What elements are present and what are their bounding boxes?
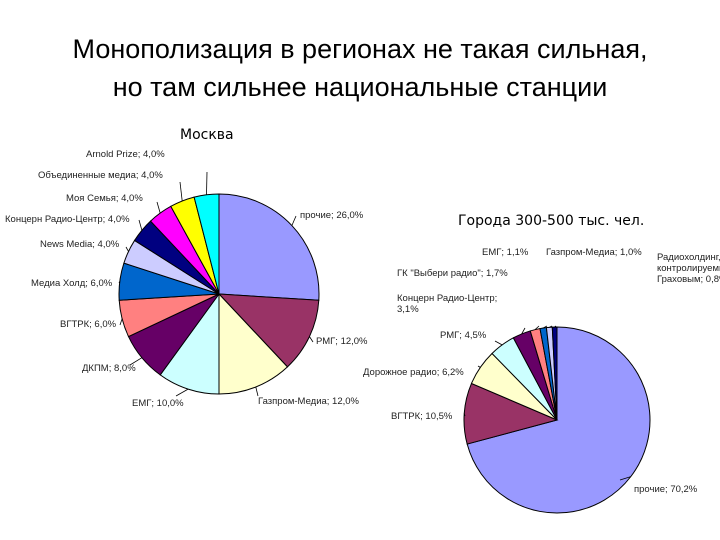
cities-leader-line-3 (494, 340, 503, 346)
cities-leader-line-2 (477, 365, 481, 368)
moscow-slice-label-8: Концерн Радио-Центр; 4,0% (5, 214, 130, 225)
cities-leader-line-8 (554, 325, 557, 328)
moscow-pie-slice-0 (218, 193, 320, 301)
moscow-leader-line-5 (119, 318, 123, 326)
moscow-chart-title: Москва (180, 127, 234, 143)
moscow-slice-label-5: ВГТРК; 6,0% (60, 319, 117, 330)
moscow-leader-line-2 (255, 386, 259, 397)
moscow-slice-label-10: Объединенные медиа; 4,0% (38, 170, 163, 181)
cities-slice-label-5: ГК "Выбери радио"; 1,7% (397, 268, 508, 279)
moscow-leader-line-7 (125, 246, 129, 252)
moscow-leader-line-6 (118, 281, 121, 284)
cities-slice-label-3: РМГ; 4,5% (440, 330, 487, 341)
moscow-pie-slice-2 (218, 292, 289, 395)
moscow-slice-label-2: Газпром-Медиа; 12,0% (258, 396, 360, 407)
cities-slice-label-0: прочие; 70,2% (634, 484, 698, 495)
cities-leader-line-0 (619, 476, 631, 481)
moscow-slice-label-9: Моя Семья; 4,0% (66, 193, 143, 204)
cities-slice-label-2: Дорожное радио; 6,2% (363, 367, 464, 378)
moscow-slice-label-3: ЕМГ; 10,0% (132, 398, 184, 409)
cities-leader-line-1 (463, 413, 466, 417)
moscow-slice-label-1: РМГ; 12,0% (316, 336, 368, 347)
moscow-leader-line-11 (206, 171, 208, 195)
cities-slice-label-1: ВГТРК; 10,5% (391, 411, 453, 422)
moscow-leader-line-9 (156, 201, 161, 214)
cities-chart-title: Города 300-500 тыс. чел. (458, 213, 645, 229)
slide-title: Монополизация в регионах не такая сильна… (0, 30, 720, 106)
cities-leader-line-6 (543, 325, 548, 329)
moscow-leader-line-4 (129, 357, 143, 366)
moscow-leader-line-1 (309, 336, 314, 343)
moscow-leader-line-0 (291, 215, 297, 226)
cities-slice-label-8: Радиохолдинг,контролируемый Н.Граховым; … (657, 252, 720, 285)
cities-leader-line-7 (549, 325, 553, 328)
slide-title-line1: Монополизация в регионах не такая сильна… (72, 34, 648, 64)
moscow-slice-label-0: прочие; 26,0% (300, 210, 364, 221)
moscow-slice-label-4: ДКПМ; 8,0% (82, 363, 136, 374)
moscow-slice-label-11: Arnold Prize; 4,0% (86, 149, 165, 160)
moscow-slice-label-6: Медиа Холд; 6,0% (31, 278, 113, 289)
moscow-pie-slice-1 (217, 293, 320, 368)
moscow-leader-line-10 (179, 181, 183, 202)
moscow-leader-line-8 (138, 219, 143, 231)
cities-leader-line-4 (521, 327, 526, 335)
cities-slice-label-6: ЕМГ; 1,1% (482, 247, 529, 258)
moscow-leader-line-3 (175, 388, 189, 397)
cities-leader-line-5 (534, 325, 540, 330)
slide-title-line2: но там сильнее национальные станции (112, 72, 608, 102)
cities-slice-label-7: Газпром-Медиа; 1,0% (546, 247, 642, 258)
cities-slice-label-4: Концерн Радио-Центр; 3,1% (397, 293, 497, 315)
moscow-slice-label-7: News Media; 4,0% (40, 239, 120, 250)
